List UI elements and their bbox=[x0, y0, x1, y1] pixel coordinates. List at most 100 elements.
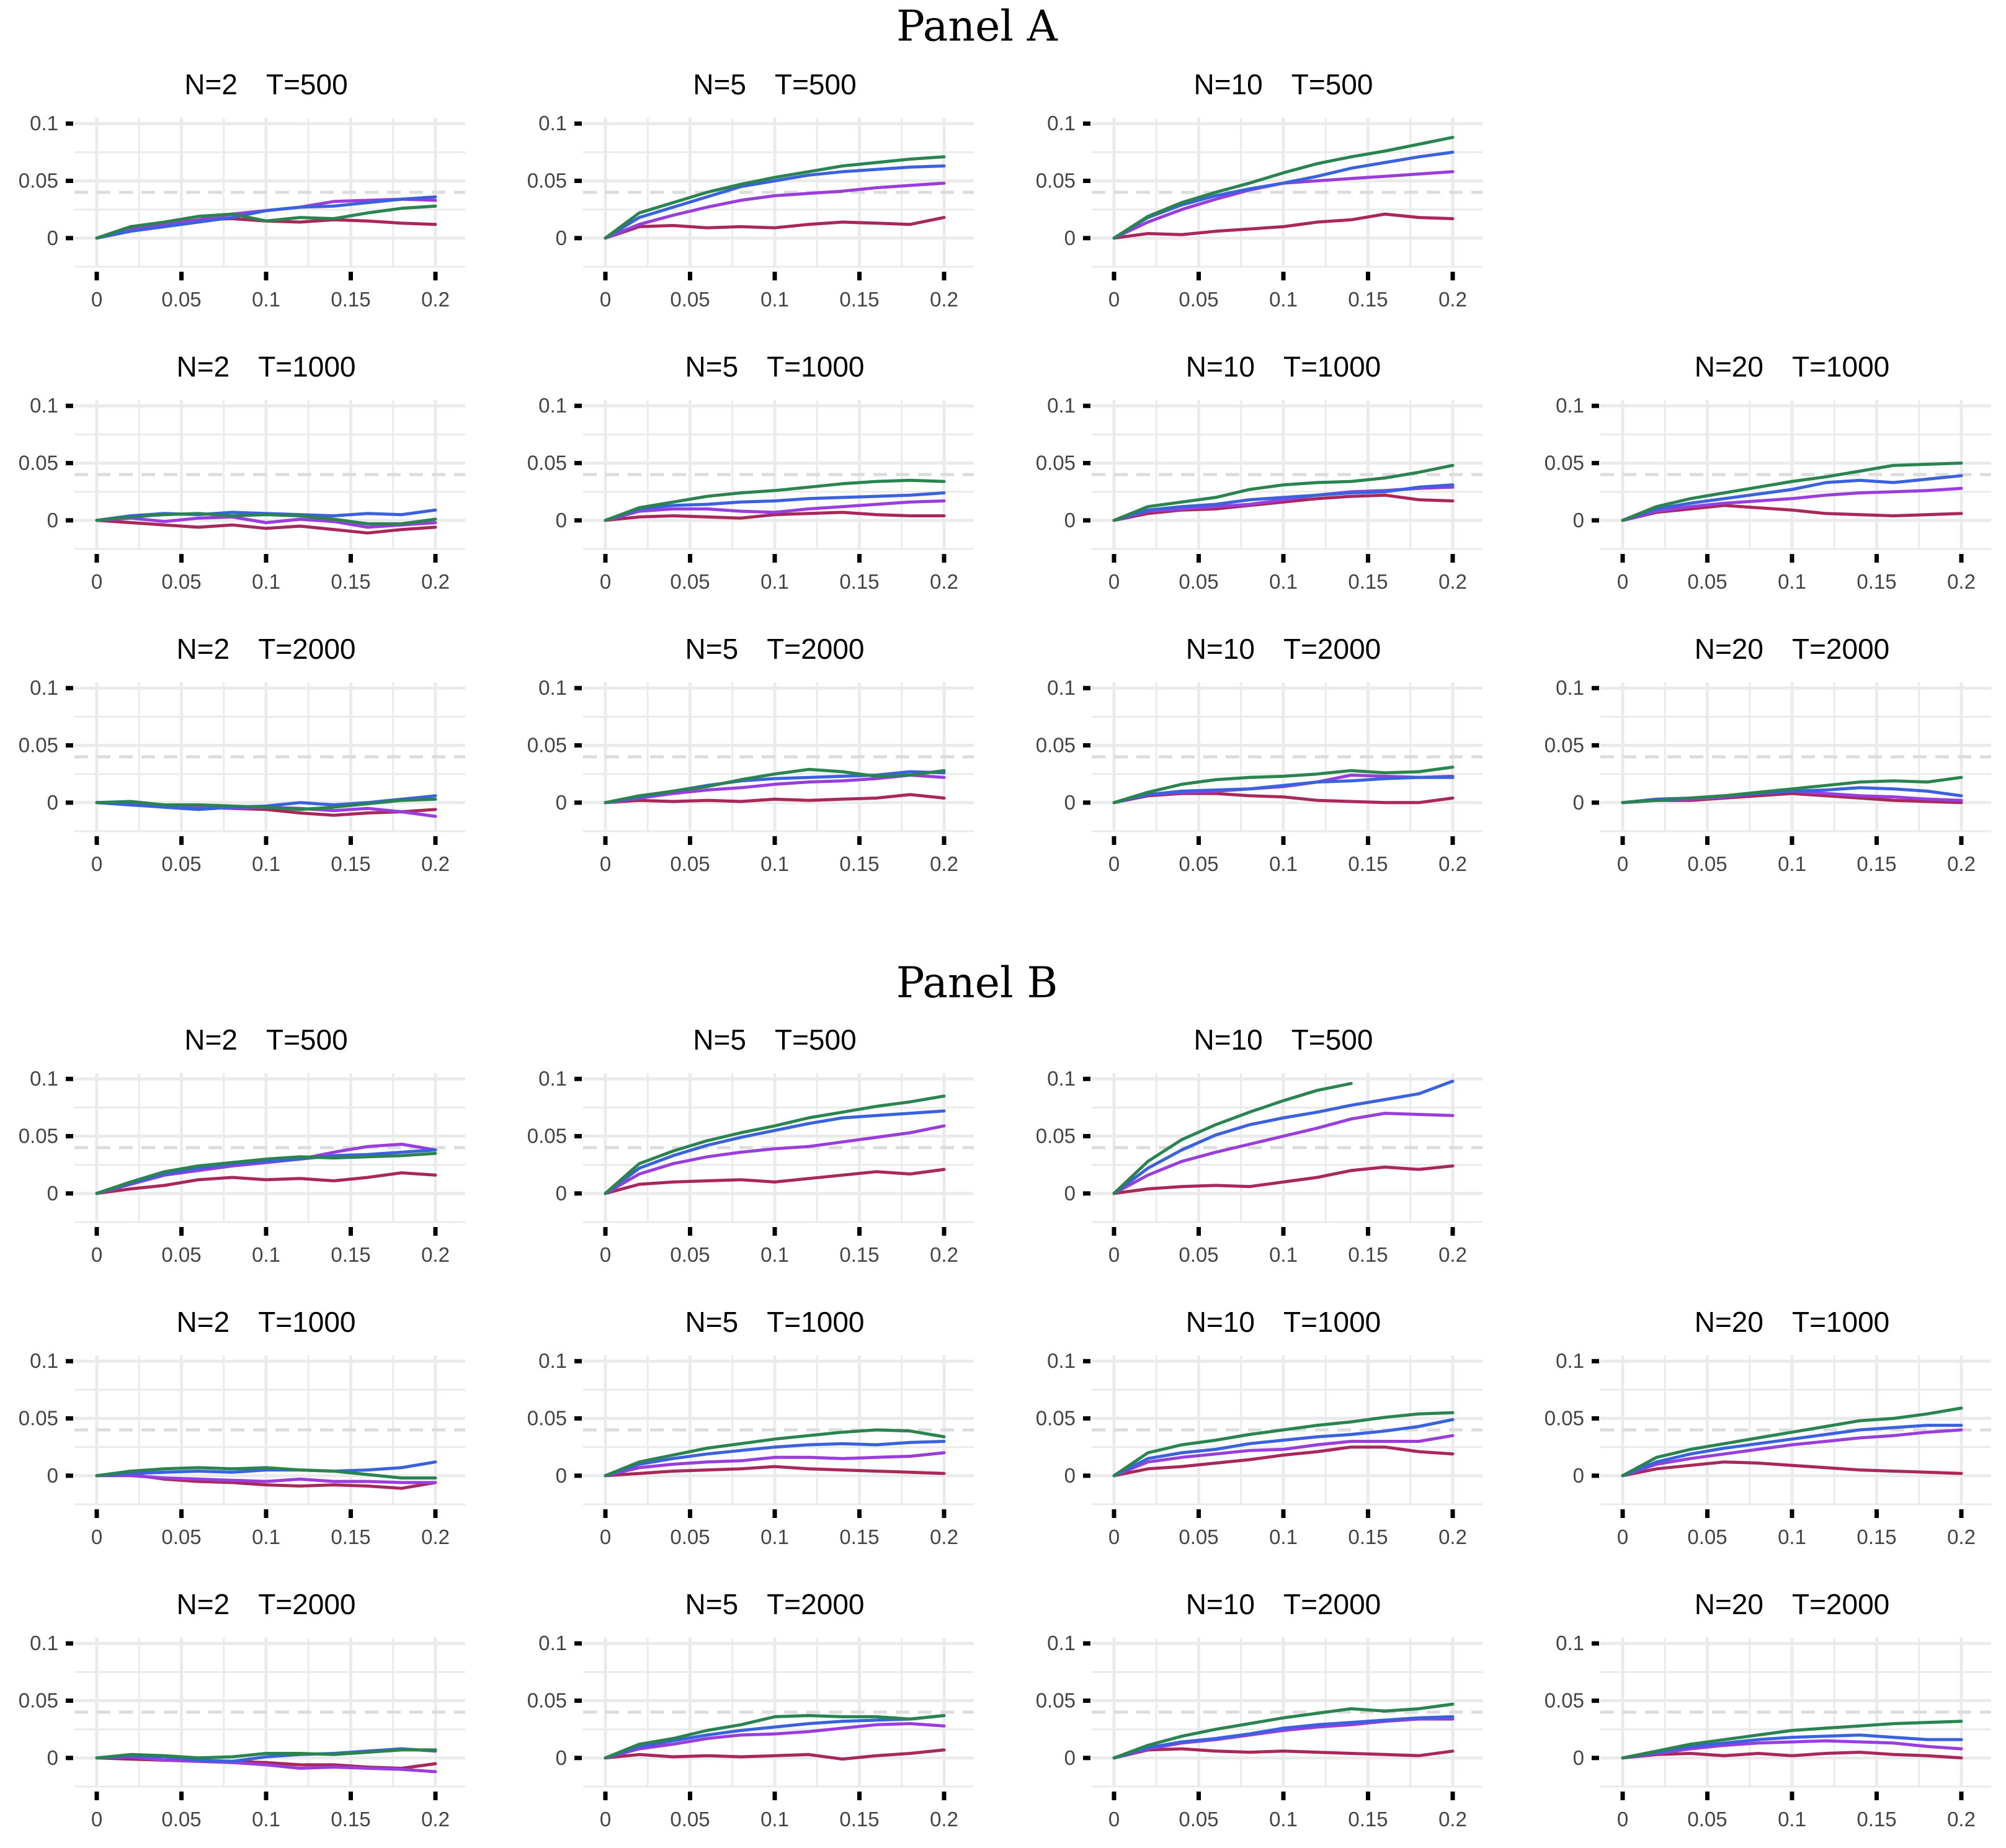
y-tick-label: 0.05 bbox=[1036, 1407, 1076, 1430]
x-tick-label: 0.15 bbox=[331, 570, 370, 593]
y-tick-label: 0.05 bbox=[527, 1689, 567, 1712]
subplot: N=5 T=2000 0.1 0.05 0 0 0.05 0.1 0.15 0.2 bbox=[527, 1588, 974, 1831]
x-tick-label: 0.15 bbox=[839, 570, 879, 593]
y-tick-label: 0.1 bbox=[1047, 112, 1076, 135]
series-line-purple bbox=[95, 1755, 437, 1774]
subplot-t-label: T=1000 bbox=[258, 1306, 355, 1338]
subplot-n-label: N=20 bbox=[1695, 350, 1763, 383]
subplot-t-label: T=1000 bbox=[767, 350, 864, 383]
x-tick-label: 0.05 bbox=[1179, 570, 1218, 593]
x-tick-label: 0 bbox=[600, 1243, 611, 1266]
y-tick-label: 0 bbox=[1064, 1464, 1076, 1487]
series-line-purple bbox=[95, 1474, 437, 1484]
y-tick-label: 0.1 bbox=[1047, 394, 1076, 417]
x-tick-label: 0 bbox=[91, 1808, 102, 1831]
y-tick-label: 0.1 bbox=[538, 676, 567, 699]
x-tick-label: 0.2 bbox=[930, 1808, 958, 1831]
subplot-title: N=2 T=1000 bbox=[177, 350, 356, 383]
series-line-blue bbox=[604, 491, 946, 522]
x-tick-label: 0 bbox=[600, 288, 611, 311]
panel-title: Panel B bbox=[896, 959, 1058, 1008]
x-tick-label: 0 bbox=[1617, 852, 1628, 875]
subplot: N=2 T=1000 0.1 0.05 0 0 0.05 0.1 0.15 0.2 bbox=[19, 1306, 465, 1548]
x-tick-label: 0.2 bbox=[930, 1525, 958, 1548]
x-tick-label: 0.1 bbox=[760, 1525, 789, 1548]
series-line-crimson bbox=[95, 1171, 437, 1195]
x-tick-label: 0 bbox=[600, 1808, 611, 1831]
x-tick-label: 0.15 bbox=[331, 1525, 370, 1548]
x-tick-label: 0.1 bbox=[1778, 1808, 1806, 1831]
x-tick-label: 0.05 bbox=[670, 570, 710, 593]
x-tick-label: 0.05 bbox=[670, 852, 710, 875]
x-tick-label: 0.2 bbox=[421, 1808, 450, 1831]
x-tick-label: 0.15 bbox=[1857, 570, 1896, 593]
subplot-title: N=20 T=1000 bbox=[1695, 350, 1890, 383]
series-line-green bbox=[95, 1748, 437, 1760]
subplot-t-label: T=2000 bbox=[1792, 1588, 1889, 1620]
series-line-blue bbox=[1112, 1079, 1455, 1195]
x-tick-label: 0.05 bbox=[161, 1525, 201, 1548]
subplot: N=10 T=2000 0.1 0.05 0 0 0.05 0.1 0.15 0.2 bbox=[1036, 633, 1482, 875]
series-line-purple bbox=[1112, 1434, 1455, 1478]
x-tick-label: 0.1 bbox=[760, 852, 789, 875]
series-line-green bbox=[1112, 463, 1455, 522]
x-tick-label: 0.2 bbox=[421, 1525, 450, 1548]
y-tick-label: 0.1 bbox=[30, 1349, 58, 1372]
y-tick-label: 0 bbox=[556, 509, 567, 532]
series-line-green bbox=[95, 512, 437, 525]
x-tick-label: 0.05 bbox=[1687, 570, 1727, 593]
x-tick-label: 0.1 bbox=[760, 288, 789, 311]
subplot-title: N=5 T=500 bbox=[693, 68, 856, 100]
series-line-crimson bbox=[95, 519, 437, 535]
subplot-n-label: N=10 bbox=[1186, 1588, 1255, 1620]
x-tick-label: 0.15 bbox=[1348, 1243, 1388, 1266]
series-line-green bbox=[1621, 1406, 1963, 1478]
y-tick-label: 0.05 bbox=[1545, 734, 1584, 757]
x-tick-label: 0.05 bbox=[1687, 1808, 1727, 1831]
subplot: N=5 T=2000 0.1 0.05 0 0 0.05 0.1 0.15 0.2 bbox=[527, 633, 974, 875]
subplot: N=2 T=1000 0.1 0.05 0 0 0.05 0.1 0.15 0.2 bbox=[19, 350, 465, 593]
x-tick-label: 0.05 bbox=[1179, 852, 1218, 875]
x-tick-label: 0.2 bbox=[1438, 1525, 1467, 1548]
y-tick-label: 0.05 bbox=[1036, 1689, 1076, 1712]
y-tick-label: 0.05 bbox=[19, 1125, 58, 1148]
series-line-purple bbox=[604, 1451, 946, 1478]
subplot: N=20 T=1000 0.1 0.05 0 0 0.05 0.1 0.15 0.2 bbox=[1545, 1306, 1991, 1548]
series-line-green bbox=[1621, 1720, 1963, 1760]
x-tick-label: 0.1 bbox=[1269, 1808, 1298, 1831]
subplot-n-label: N=20 bbox=[1695, 1306, 1763, 1338]
x-tick-label: 0.1 bbox=[760, 570, 789, 593]
subplot-n-label: N=10 bbox=[1186, 1306, 1255, 1338]
y-tick-label: 0.1 bbox=[1556, 1632, 1584, 1654]
x-tick-label: 0.15 bbox=[1348, 1525, 1388, 1548]
y-tick-label: 0.05 bbox=[19, 1407, 58, 1430]
subplot-n-label: N=10 bbox=[1186, 350, 1255, 383]
x-tick-label: 0.05 bbox=[1687, 1525, 1727, 1548]
series-line-green bbox=[95, 1151, 437, 1195]
x-tick-label: 0 bbox=[600, 852, 611, 875]
subplot-title: N=5 T=1000 bbox=[685, 350, 865, 383]
x-tick-label: 0.1 bbox=[252, 1243, 280, 1266]
x-tick-label: 0.05 bbox=[161, 570, 201, 593]
x-tick-label: 0 bbox=[1108, 570, 1120, 593]
subplot-title: N=10 T=500 bbox=[1194, 1024, 1373, 1056]
x-tick-label: 0 bbox=[1617, 570, 1628, 593]
series-line-crimson bbox=[1112, 1445, 1455, 1478]
subplot-title: N=5 T=1000 bbox=[685, 1306, 865, 1338]
x-tick-label: 0.15 bbox=[1348, 288, 1388, 311]
x-tick-label: 0 bbox=[1108, 1808, 1120, 1831]
subplot-t-label: T=500 bbox=[1291, 1024, 1373, 1056]
x-tick-label: 0.2 bbox=[421, 852, 450, 875]
x-tick-label: 0.05 bbox=[1179, 288, 1218, 311]
series-line-green bbox=[604, 1428, 946, 1478]
y-tick-label: 0.05 bbox=[19, 1689, 58, 1712]
series-line-blue bbox=[1112, 483, 1455, 522]
subplot: N=10 T=500 0.1 0.05 0 0 0.05 0.1 0.15 0.2 bbox=[1036, 1024, 1482, 1266]
x-tick-label: 0.2 bbox=[1947, 570, 1976, 593]
x-tick-label: 0.1 bbox=[252, 570, 280, 593]
y-tick-label: 0.1 bbox=[538, 1632, 567, 1654]
subplot-t-label: T=500 bbox=[266, 68, 348, 100]
subplot-title: N=20 T=2000 bbox=[1695, 1588, 1890, 1620]
x-tick-label: 0.2 bbox=[1947, 852, 1976, 875]
y-tick-label: 0.1 bbox=[1556, 1349, 1584, 1372]
